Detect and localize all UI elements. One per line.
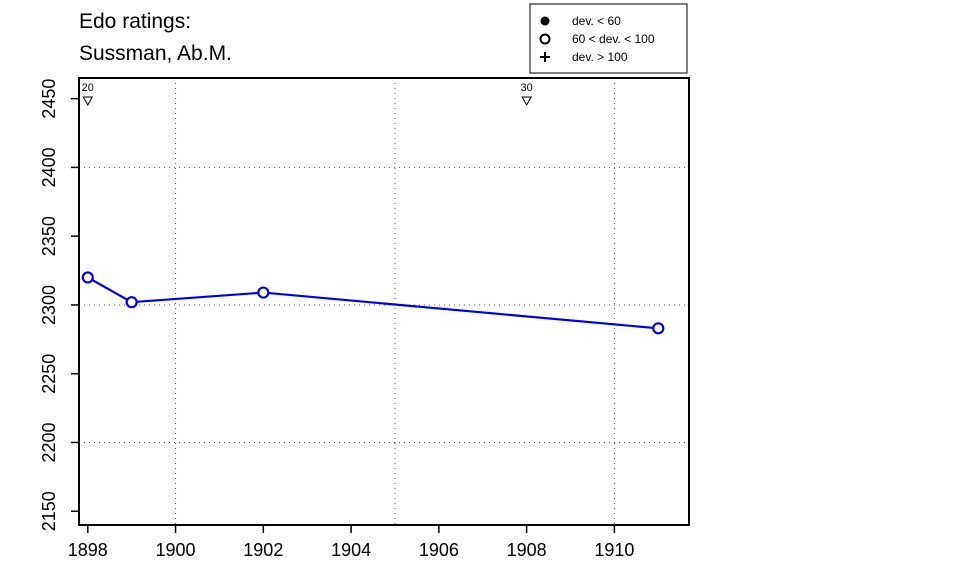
open-circle-icon [539, 33, 551, 45]
rating-line [87, 276, 659, 330]
data-point [125, 296, 138, 309]
plus-icon [540, 52, 550, 62]
plot-frame [78, 77, 690, 526]
y-tick-label: 2400 [39, 147, 59, 187]
game-count-label: 20 [82, 82, 94, 94]
x-tick-label: 1904 [331, 540, 371, 560]
chart-title-line-1: Edo ratings: [79, 10, 192, 33]
down-triangle-icon [521, 96, 532, 107]
legend-box [529, 3, 688, 74]
legend-label: 60 < dev. < 100 [572, 32, 655, 46]
x-tick-label: 1906 [419, 540, 459, 560]
chart-title-line-2: Sussman, Ab.M. [79, 42, 232, 65]
y-tick-label: 2150 [39, 491, 59, 531]
y-tick-label: 2250 [39, 354, 59, 394]
legend-label: dev. > 100 [572, 50, 628, 64]
data-point [652, 322, 665, 335]
game-count-label: 30 [521, 82, 533, 94]
filled-circle-icon [540, 16, 550, 26]
data-point [81, 271, 94, 284]
x-tick-label: 1910 [594, 540, 634, 560]
y-tick-label: 2200 [39, 422, 59, 462]
legend-label: dev. < 60 [572, 14, 621, 28]
y-tick-label: 2350 [39, 216, 59, 256]
y-tick-label: 2450 [39, 79, 59, 119]
x-tick-label: 1902 [243, 540, 283, 560]
down-triangle-icon [82, 96, 94, 107]
y-tick-label: 2300 [39, 285, 59, 325]
x-tick-label: 1900 [156, 540, 196, 560]
x-tick-label: 1898 [68, 540, 108, 560]
x-tick-label: 1908 [507, 540, 547, 560]
data-point [257, 286, 270, 299]
